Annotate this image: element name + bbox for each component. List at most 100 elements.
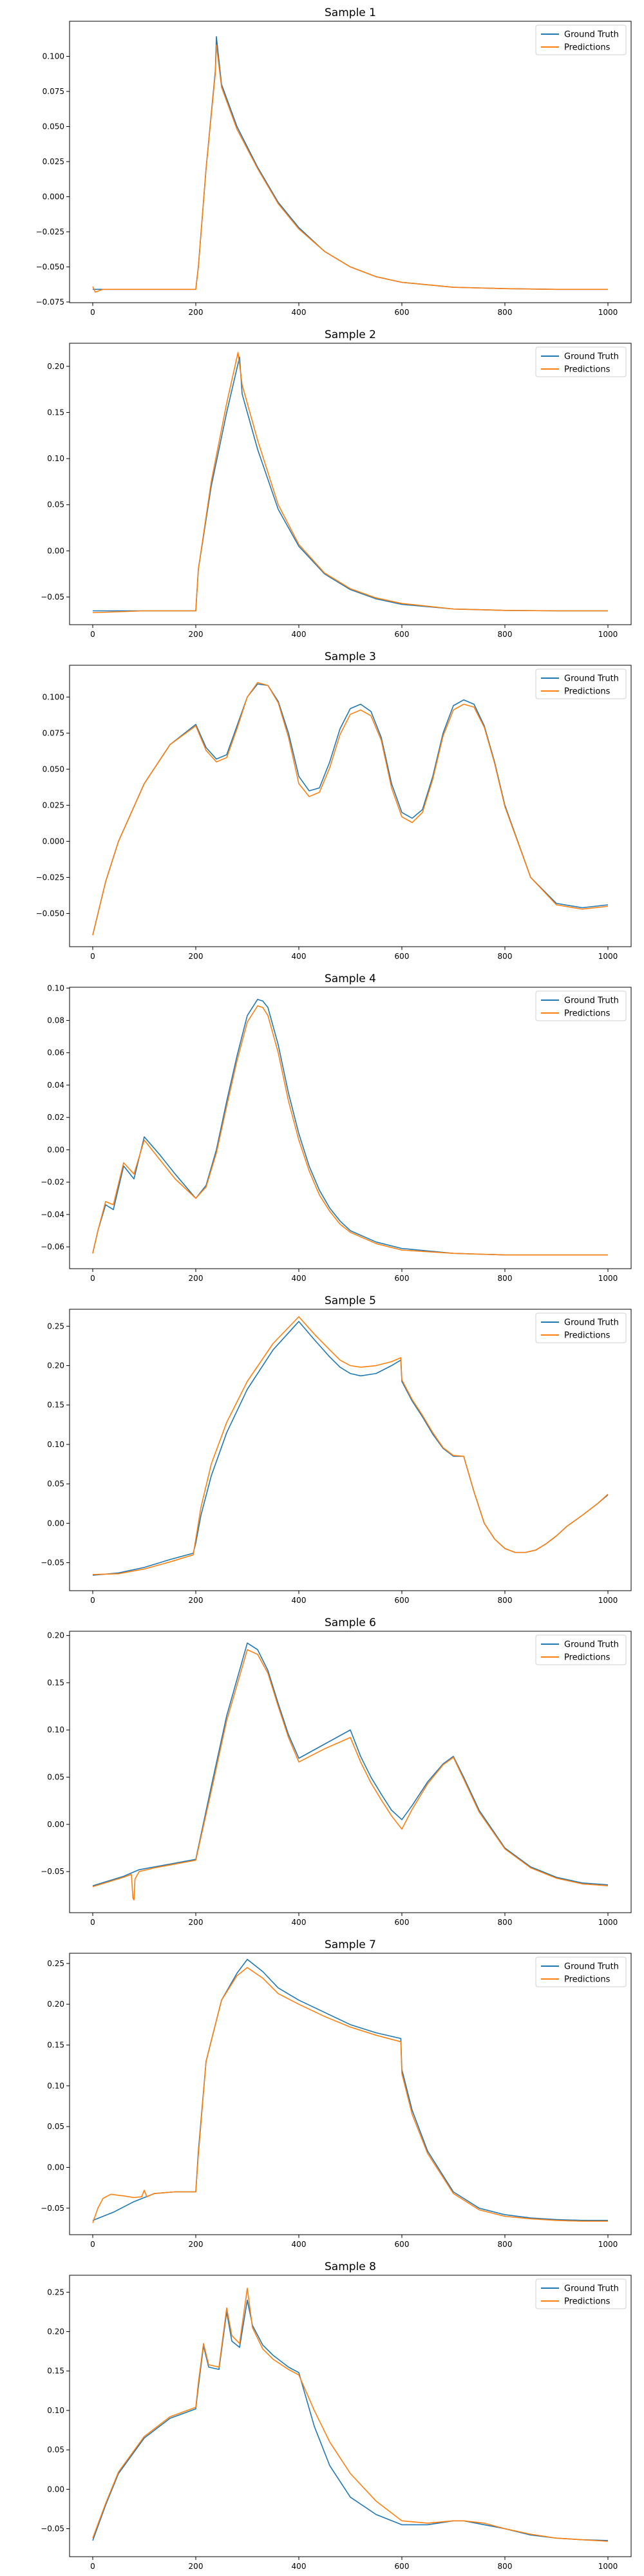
sample-5-axes-frame [69, 1309, 632, 1591]
sample-8-panel: Sample 8 0 200 400 600 800 1000 −0.05 0.00 0.05 0.… [41, 2260, 632, 2571]
sample-1-ground-truth-line [93, 36, 608, 290]
x-tick-label: 600 [395, 1918, 410, 1927]
sample-6-legend: Ground Truth Predictions [535, 1634, 627, 1665]
sample-2-predictions-line [92, 352, 608, 614]
sample-2-axes-frame [69, 343, 632, 625]
y-tick-label: 0.04 [47, 1081, 64, 1090]
x-tick-label: 0 [90, 952, 95, 961]
x-tick-label: 0 [90, 1918, 95, 1927]
x-tick-label: 200 [189, 308, 204, 317]
x-tick-label: 200 [189, 1918, 204, 1927]
sample-2-legend: Ground Truth Predictions [535, 346, 627, 377]
sample-6-ground-truth-line [92, 1642, 609, 1886]
sample-1-predictions-line [92, 44, 608, 293]
sample-7-legend: Ground Truth Predictions [535, 1956, 627, 1987]
y-tick-label: 0.10 [47, 1725, 64, 1734]
x-tick-label: 400 [292, 2240, 307, 2249]
y-tick-label: −0.05 [41, 2204, 64, 2213]
x-tick-label: 1000 [598, 2240, 618, 2249]
sample-5-legend: Ground Truth Predictions [535, 1312, 627, 1343]
sample-7-axes-frame [69, 1953, 632, 2235]
sample-2-title: Sample 2 [325, 328, 376, 341]
legend-label-ground-truth: Ground Truth [564, 996, 619, 1006]
sample-5-predictions-line [92, 1316, 609, 1575]
x-tick-label: 400 [292, 630, 307, 639]
y-tick-label: 0.15 [47, 2367, 64, 2376]
legend-label-ground-truth: Ground Truth [564, 30, 619, 40]
sample-4-legend: Ground Truth Predictions [535, 990, 627, 1021]
sample-5-ground-truth-line [92, 1321, 609, 1576]
x-tick-label: 600 [395, 952, 410, 961]
sample-8-ground-truth-line [92, 2299, 609, 2541]
legend-label-ground-truth: Ground Truth [564, 674, 619, 684]
sample-1-title: Sample 1 [325, 6, 376, 19]
x-tick-label: 800 [498, 630, 513, 639]
y-tick-label: 0.100 [43, 52, 64, 61]
sample-7-predictions-line [92, 1967, 608, 2223]
sample-3-ground-truth-line [92, 683, 609, 936]
sample-1-panel: Sample 1 0 200 400 600 800 1000 −0.075 −0.050 −0.… [36, 6, 632, 317]
x-tick-label: 800 [498, 2562, 513, 2571]
y-tick-label: 0.25 [47, 2287, 64, 2297]
x-tick-label: 400 [292, 1596, 307, 1605]
y-tick-label: 0.15 [47, 1678, 64, 1687]
x-tick-label: 200 [189, 952, 204, 961]
y-tick-label: 0.25 [47, 1959, 64, 1968]
x-tick-label: 400 [292, 952, 307, 961]
x-tick-label: 800 [498, 1918, 513, 1927]
y-tick-label: 0.050 [43, 764, 64, 773]
sample-8-legend: Ground Truth Predictions [535, 2278, 627, 2309]
legend-label-ground-truth: Ground Truth [564, 2284, 619, 2294]
legend-label-ground-truth: Ground Truth [564, 1640, 619, 1650]
sample-2-panel: Sample 2 0 200 400 600 800 1000 −0.05 0.00 0.05 0.… [41, 328, 632, 639]
y-tick-label: 0.10 [47, 2406, 64, 2415]
x-tick-label: 600 [395, 308, 410, 317]
sample-5-panel: Sample 5 0 200 400 600 800 1000 −0.05 0.00 0.05 0.… [41, 1294, 632, 1605]
y-tick-label: 0.02 [47, 1113, 64, 1122]
sample-4-title: Sample 4 [325, 972, 376, 985]
y-tick-label: 0.00 [47, 1519, 64, 1528]
y-tick-label: 0.10 [47, 983, 64, 992]
sample-6-title: Sample 6 [325, 1616, 376, 1629]
x-tick-label: 600 [395, 630, 410, 639]
y-tick-label: 0.000 [43, 192, 64, 201]
legend-label-predictions: Predictions [564, 1009, 611, 1019]
x-tick-label: 1000 [598, 308, 618, 317]
legend-label-predictions: Predictions [564, 43, 611, 53]
y-tick-label: 0.06 [47, 1048, 64, 1057]
x-tick-label: 800 [498, 952, 513, 961]
y-tick-label: 0.08 [47, 1016, 64, 1025]
y-tick-label: 0.15 [47, 1401, 64, 1410]
sample-4-axes-frame [69, 987, 632, 1269]
x-tick-label: 200 [189, 1274, 204, 1283]
x-tick-label: 200 [189, 630, 204, 639]
x-tick-label: 200 [189, 2240, 204, 2249]
y-tick-label: 0.05 [47, 1773, 64, 1782]
x-tick-label: 200 [189, 2562, 204, 2571]
sample-8-title: Sample 8 [325, 2260, 376, 2273]
x-tick-label: 1000 [598, 1596, 618, 1605]
y-tick-label: 0.10 [47, 1440, 64, 1449]
y-tick-label: −0.05 [41, 2524, 64, 2533]
y-tick-label: 0.00 [47, 2485, 64, 2494]
x-tick-label: 0 [90, 308, 95, 317]
y-tick-label: 0.20 [47, 1361, 64, 1370]
legend-label-predictions: Predictions [564, 687, 611, 697]
y-tick-label: 0.10 [47, 2081, 64, 2090]
y-tick-label: 0.00 [47, 546, 64, 555]
y-tick-label: 0.00 [47, 1145, 64, 1154]
y-tick-label: −0.075 [36, 298, 64, 307]
sample-3-title: Sample 3 [325, 650, 376, 663]
legend-label-ground-truth: Ground Truth [564, 1962, 619, 1972]
sample-3-predictions-line [92, 682, 609, 936]
legend-label-predictions: Predictions [564, 1331, 611, 1341]
legend-label-ground-truth: Ground Truth [564, 1318, 619, 1328]
y-tick-label: 0.050 [43, 122, 64, 131]
sample-7-panel: Sample 7 0 200 400 600 800 1000 −0.05 0.00 0.05 0.… [41, 1938, 632, 2249]
x-tick-label: 200 [189, 1596, 204, 1605]
sample-1-legend: Ground Truth Predictions [535, 24, 627, 55]
x-tick-label: 400 [292, 308, 307, 317]
sample-4-panel: Sample 4 0 200 400 600 800 1000 −0.06 −0.04 −0.02… [41, 972, 632, 1283]
y-tick-label: −0.05 [41, 1867, 64, 1876]
